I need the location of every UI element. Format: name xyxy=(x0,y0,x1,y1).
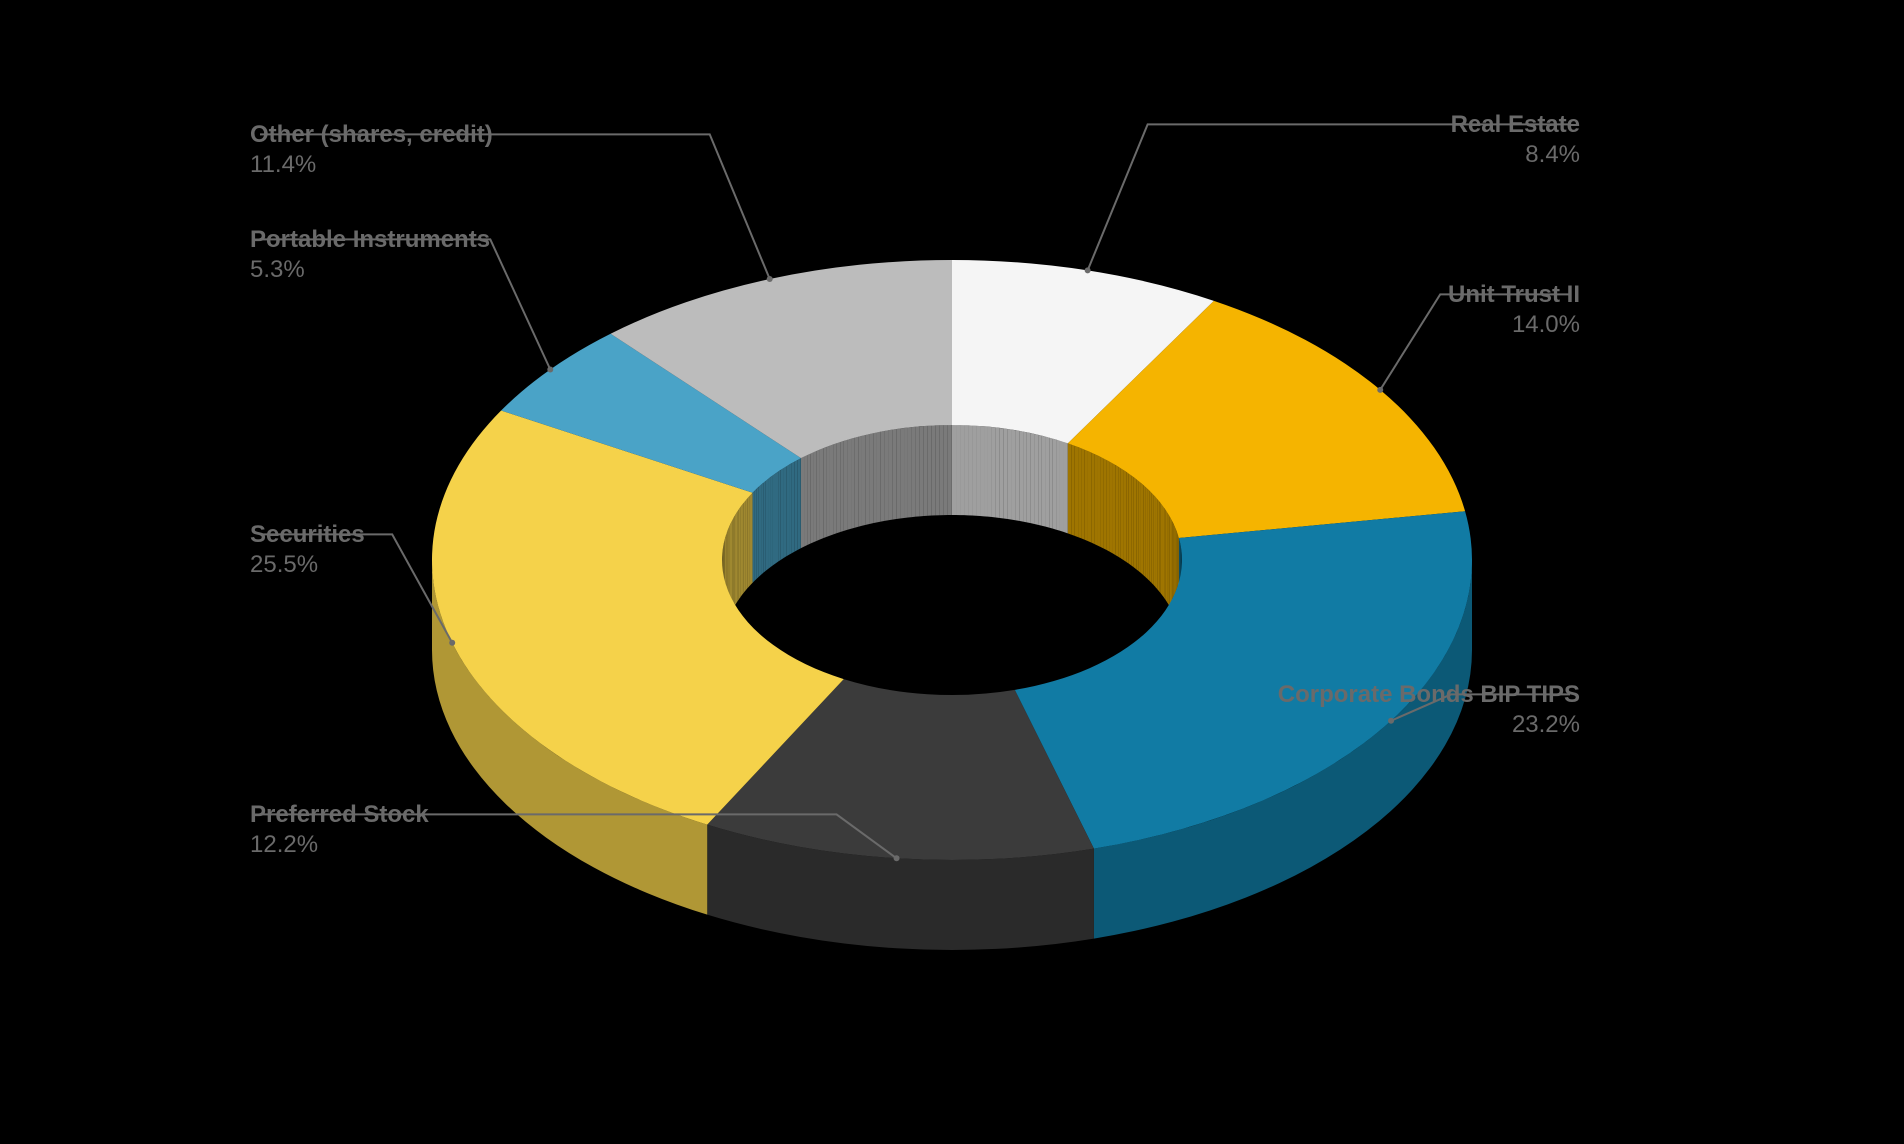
label-portable: Portable Instruments5.3% xyxy=(250,225,490,285)
label-real-estate: Real Estate8.4% xyxy=(1451,110,1580,170)
label-unit-trust-value: 14.0% xyxy=(1448,310,1580,340)
donut-chart-stage: Real Estate8.4% Unit Trust II14.0% Corpora… xyxy=(0,0,1904,1144)
label-preferred-value: 12.2% xyxy=(250,830,429,860)
label-other-title: Other (shares, credit) xyxy=(250,120,493,150)
label-portable-title: Portable Instruments xyxy=(250,225,490,255)
label-preferred: Preferred Stock12.2% xyxy=(250,800,429,860)
label-securities-title: Securities xyxy=(250,520,365,550)
label-securities-value: 25.5% xyxy=(250,550,365,580)
label-real-estate-title: Real Estate xyxy=(1451,110,1580,140)
label-unit-trust: Unit Trust II14.0% xyxy=(1448,280,1580,340)
label-portable-value: 5.3% xyxy=(250,255,490,285)
donut-top xyxy=(432,260,1472,860)
label-securities: Securities25.5% xyxy=(250,520,365,580)
label-other: Other (shares, credit)11.4% xyxy=(250,120,493,180)
label-real-estate-value: 8.4% xyxy=(1451,140,1580,170)
label-corporate-bonds: Corporate Bonds BIP TIPS23.2% xyxy=(1278,680,1580,740)
label-unit-trust-title: Unit Trust II xyxy=(1448,280,1580,310)
label-preferred-title: Preferred Stock xyxy=(250,800,429,830)
label-corporate-bonds-value: 23.2% xyxy=(1278,710,1580,740)
label-other-value: 11.4% xyxy=(250,150,493,180)
label-corporate-bonds-title: Corporate Bonds BIP TIPS xyxy=(1278,680,1580,710)
